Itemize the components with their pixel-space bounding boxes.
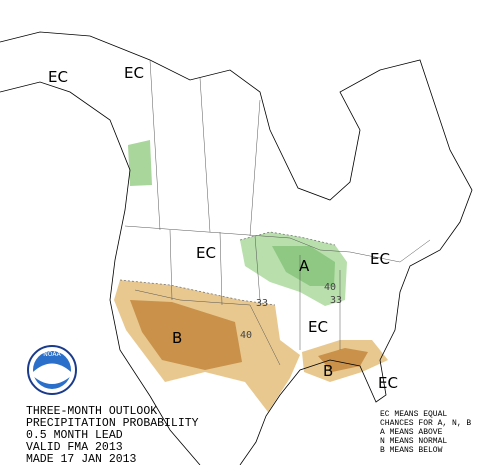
legend-line: EC MEANS EQUAL	[380, 410, 447, 419]
above-region-strong	[272, 246, 335, 286]
legend-line: CHANCES FOR A, N, B	[380, 419, 471, 428]
above-region	[128, 140, 152, 186]
legend-line: N MEANS NORMAL	[380, 437, 447, 446]
region-label: EC	[124, 64, 144, 82]
region-label: EC	[378, 374, 398, 392]
below-region-strong	[318, 348, 368, 372]
caption-line: MADE 17 JAN 2013	[26, 453, 137, 465]
region-label: EC	[196, 244, 216, 262]
caption-line: 0.5 MONTH LEAD	[26, 429, 123, 442]
contour-label: 40	[240, 330, 252, 341]
contour-label: 33	[256, 298, 268, 309]
logo-text: NOAA	[43, 351, 61, 358]
legend-line: A MEANS ABOVE	[380, 428, 443, 437]
region-label: EC	[48, 68, 68, 86]
border	[124, 225, 431, 263]
coastline	[0, 31, 473, 465]
contour	[119, 231, 336, 306]
coastline	[149, 395, 201, 465]
legend-line: B MEANS BELOW	[380, 446, 443, 455]
logo	[33, 363, 71, 384]
caption-line: THREE-MONTH OUTLOOK	[26, 405, 157, 418]
region-label: B	[323, 362, 333, 380]
caption-line: PRECIPITATION PROBABILITY	[26, 417, 199, 430]
contour-label: 33	[330, 295, 342, 306]
region-label: EC	[308, 318, 328, 336]
region-label: EC	[370, 250, 390, 268]
contour-label: 40	[324, 282, 336, 293]
region-label: A	[299, 257, 310, 275]
border	[134, 59, 341, 366]
region-label: B	[172, 329, 182, 347]
below-region-strong	[130, 300, 242, 370]
caption-line: VALID FMA 2013	[26, 441, 123, 454]
